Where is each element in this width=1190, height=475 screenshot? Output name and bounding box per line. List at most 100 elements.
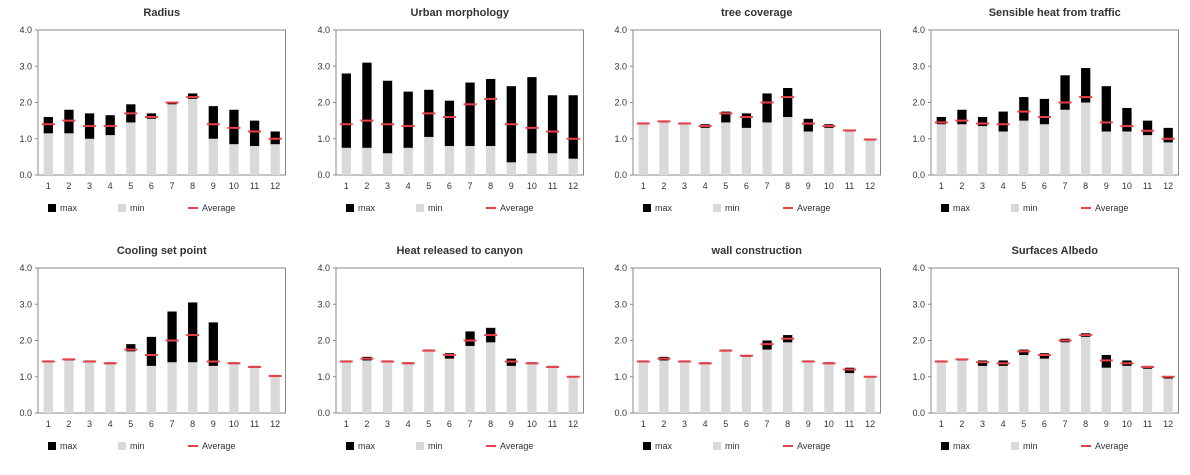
bar-max bbox=[167, 311, 177, 362]
bar-min bbox=[382, 361, 392, 413]
bar-min bbox=[638, 124, 648, 175]
legend-label-max: max bbox=[655, 203, 673, 213]
bar-min bbox=[105, 363, 115, 413]
x-tick-label: 6 bbox=[1041, 419, 1046, 429]
bar-min bbox=[341, 361, 351, 413]
bar-max bbox=[464, 330, 475, 346]
bar-min bbox=[1059, 109, 1070, 175]
bar-min bbox=[1080, 336, 1090, 413]
x-tick-label: 12 bbox=[568, 181, 578, 191]
chart-title: Heat released to canyon bbox=[396, 245, 523, 257]
bar-min bbox=[105, 135, 115, 175]
legend-swatch-max bbox=[48, 441, 56, 450]
x-tick-label: 5 bbox=[1021, 181, 1026, 191]
bar-max bbox=[741, 113, 752, 128]
x-tick-label: 8 bbox=[785, 181, 790, 191]
bar-min bbox=[1163, 142, 1173, 175]
y-tick-label: 0.0 bbox=[19, 408, 32, 418]
legend-label-max: max bbox=[358, 203, 376, 213]
y-tick-label: 0.0 bbox=[317, 408, 330, 418]
legend-label-avg: Average bbox=[500, 441, 533, 451]
bar-max bbox=[188, 301, 198, 362]
x-tick-label: 8 bbox=[1083, 419, 1088, 429]
x-tick-label: 12 bbox=[1163, 181, 1173, 191]
bar-max bbox=[1080, 68, 1090, 103]
bar-max bbox=[721, 111, 731, 123]
bar-min bbox=[865, 140, 875, 175]
bar-min bbox=[167, 104, 177, 175]
bar-min bbox=[659, 359, 669, 413]
bar-min bbox=[403, 363, 413, 413]
y-tick-label: 3.0 bbox=[912, 61, 925, 71]
chart-title: tree coverage bbox=[721, 7, 793, 19]
x-tick-label: 4 bbox=[108, 181, 113, 191]
x-tick-label: 1 bbox=[46, 419, 51, 429]
bar-min bbox=[762, 349, 772, 413]
x-tick-label: 9 bbox=[508, 181, 513, 191]
x-tick-label: 10 bbox=[526, 419, 536, 429]
bar-min bbox=[43, 361, 53, 413]
bar-min bbox=[1018, 120, 1028, 175]
y-tick-label: 3.0 bbox=[19, 299, 32, 309]
y-tick-label: 2.0 bbox=[614, 98, 627, 108]
bar-min bbox=[1101, 131, 1111, 175]
bar-min bbox=[444, 358, 454, 413]
x-tick-label: 11 bbox=[1142, 181, 1151, 191]
bar-min bbox=[844, 372, 855, 413]
bar-min bbox=[547, 153, 557, 175]
x-tick-label: 11 bbox=[1142, 419, 1151, 429]
bar-max bbox=[403, 91, 413, 148]
legend-label-avg: Average bbox=[1095, 203, 1128, 213]
y-tick-label: 1.0 bbox=[912, 371, 925, 381]
chart-title: Radius bbox=[143, 7, 180, 19]
x-tick-label: 2 bbox=[661, 181, 666, 191]
legend-swatch-max bbox=[643, 204, 651, 212]
y-tick-label: 0.0 bbox=[912, 408, 925, 418]
bar-min bbox=[1039, 124, 1049, 175]
y-tick-label: 2.0 bbox=[317, 335, 330, 345]
y-tick-label: 4.0 bbox=[19, 25, 32, 35]
x-tick-label: 5 bbox=[128, 181, 133, 191]
bar-min bbox=[249, 367, 260, 413]
x-tick-label: 3 bbox=[87, 419, 92, 429]
bar-min bbox=[423, 350, 433, 413]
legend-swatch-min bbox=[118, 441, 126, 450]
bar-max bbox=[1018, 97, 1028, 121]
bar-max bbox=[998, 111, 1008, 132]
bar-max bbox=[1039, 98, 1049, 125]
bar-min bbox=[977, 365, 987, 413]
bar-min bbox=[506, 365, 516, 413]
y-tick-label: 2.0 bbox=[19, 335, 32, 345]
bar-max bbox=[249, 120, 260, 146]
x-tick-label: 6 bbox=[446, 181, 451, 191]
x-tick-label: 8 bbox=[1083, 181, 1088, 191]
bar-max bbox=[464, 82, 475, 146]
bar-min bbox=[64, 359, 74, 413]
x-tick-label: 12 bbox=[270, 181, 280, 191]
bar-min bbox=[824, 127, 834, 175]
x-tick-label: 4 bbox=[405, 419, 410, 429]
x-tick-label: 3 bbox=[87, 181, 92, 191]
x-tick-label: 5 bbox=[426, 419, 431, 429]
legend-label-min: min bbox=[130, 203, 145, 213]
plot-frame bbox=[37, 267, 286, 413]
bar-min bbox=[998, 131, 1008, 175]
bar-min bbox=[721, 122, 731, 175]
y-tick-label: 2.0 bbox=[317, 98, 330, 108]
x-tick-label: 3 bbox=[385, 419, 390, 429]
y-tick-label: 2.0 bbox=[19, 98, 32, 108]
legend-label-avg: Average bbox=[202, 203, 235, 213]
x-tick-label: 11 bbox=[547, 181, 556, 191]
y-tick-label: 2.0 bbox=[912, 98, 925, 108]
bar-min bbox=[547, 367, 557, 413]
bar-min bbox=[43, 133, 53, 175]
bar-min bbox=[659, 122, 669, 175]
bar-min bbox=[741, 127, 752, 175]
legend-swatch-min bbox=[713, 204, 721, 212]
x-tick-label: 9 bbox=[508, 419, 513, 429]
bar-max bbox=[1101, 86, 1111, 132]
bar-min bbox=[1121, 131, 1132, 175]
x-tick-label: 7 bbox=[765, 419, 770, 429]
bar-min bbox=[361, 359, 372, 413]
